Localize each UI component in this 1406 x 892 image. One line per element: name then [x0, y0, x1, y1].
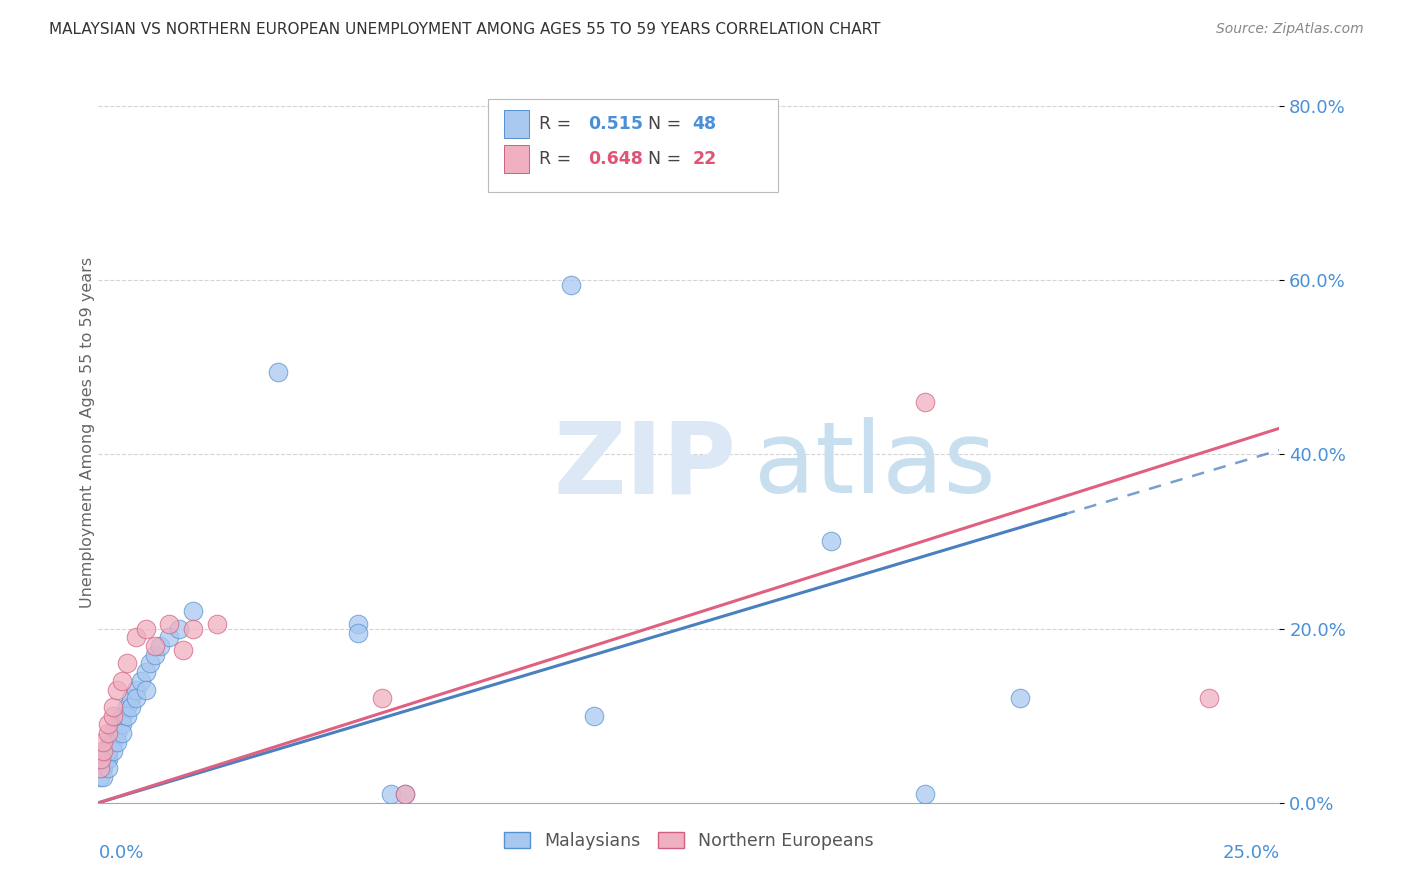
Point — [97, 743, 120, 757]
Point — [181, 604, 204, 618]
Point — [129, 673, 152, 688]
Point — [157, 617, 180, 632]
Point — [135, 665, 157, 680]
Point — [97, 717, 120, 731]
Point — [135, 622, 157, 636]
Point — [91, 752, 114, 766]
Point — [90, 761, 112, 775]
Point — [172, 643, 194, 657]
Point — [111, 708, 134, 723]
Text: 48: 48 — [693, 115, 717, 133]
Point — [371, 691, 394, 706]
Point — [101, 700, 124, 714]
Point — [139, 657, 162, 671]
Point — [91, 752, 114, 766]
Point — [90, 761, 112, 775]
Text: R =: R = — [538, 115, 576, 133]
Text: 0.515: 0.515 — [589, 115, 644, 133]
Point — [347, 626, 370, 640]
Point — [380, 787, 402, 801]
Legend: Malaysians, Northern Europeans: Malaysians, Northern Europeans — [498, 825, 880, 857]
Point — [91, 743, 114, 757]
Point — [914, 395, 936, 409]
Point — [205, 617, 228, 632]
Point — [267, 365, 290, 379]
Point — [125, 630, 148, 644]
Point — [91, 770, 114, 784]
Point — [143, 639, 166, 653]
Text: 25.0%: 25.0% — [1222, 844, 1279, 862]
Point — [914, 787, 936, 801]
Point — [97, 743, 120, 757]
Text: 0.0%: 0.0% — [98, 844, 143, 862]
Point — [111, 717, 134, 731]
Point — [111, 673, 134, 688]
Point — [121, 691, 143, 706]
Point — [101, 708, 124, 723]
Point — [105, 717, 128, 731]
Point — [105, 735, 128, 749]
Point — [105, 726, 128, 740]
Text: atlas: atlas — [754, 417, 995, 515]
Point — [135, 682, 157, 697]
Text: N =: N = — [648, 150, 686, 168]
Point — [91, 735, 114, 749]
Text: 0.648: 0.648 — [589, 150, 644, 168]
Point — [105, 682, 128, 697]
Bar — [503, 110, 530, 138]
Point — [115, 657, 138, 671]
Text: ZIP: ZIP — [553, 417, 735, 515]
Point — [97, 726, 120, 740]
Point — [181, 622, 204, 636]
Y-axis label: Unemployment Among Ages 55 to 59 years: Unemployment Among Ages 55 to 59 years — [80, 257, 94, 608]
Point — [101, 726, 124, 740]
Point — [94, 752, 117, 766]
Point — [98, 735, 121, 749]
Point — [125, 691, 148, 706]
Point — [89, 761, 111, 775]
Bar — [503, 145, 530, 173]
Point — [101, 743, 124, 757]
Point — [97, 752, 120, 766]
Point — [394, 787, 416, 801]
Point — [143, 648, 166, 662]
Point — [167, 622, 190, 636]
Point — [101, 735, 124, 749]
Point — [820, 534, 842, 549]
Point — [115, 700, 138, 714]
Point — [89, 770, 111, 784]
Point — [91, 761, 114, 775]
Text: N =: N = — [648, 115, 686, 133]
Point — [90, 752, 112, 766]
Point — [394, 787, 416, 801]
Text: MALAYSIAN VS NORTHERN EUROPEAN UNEMPLOYMENT AMONG AGES 55 TO 59 YEARS CORRELATIO: MALAYSIAN VS NORTHERN EUROPEAN UNEMPLOYM… — [49, 22, 880, 37]
Point — [125, 682, 148, 697]
Point — [149, 639, 172, 653]
Text: R =: R = — [538, 150, 576, 168]
Point — [560, 277, 582, 292]
Text: Source: ZipAtlas.com: Source: ZipAtlas.com — [1216, 22, 1364, 37]
Point — [583, 708, 606, 723]
Point — [347, 617, 370, 632]
Point — [111, 726, 134, 740]
Point — [1198, 691, 1220, 706]
Text: 22: 22 — [693, 150, 717, 168]
Point — [157, 630, 180, 644]
FancyBboxPatch shape — [488, 99, 778, 192]
Point — [121, 700, 143, 714]
Point — [94, 743, 117, 757]
Point — [115, 708, 138, 723]
Point — [97, 761, 120, 775]
Point — [1008, 691, 1031, 706]
